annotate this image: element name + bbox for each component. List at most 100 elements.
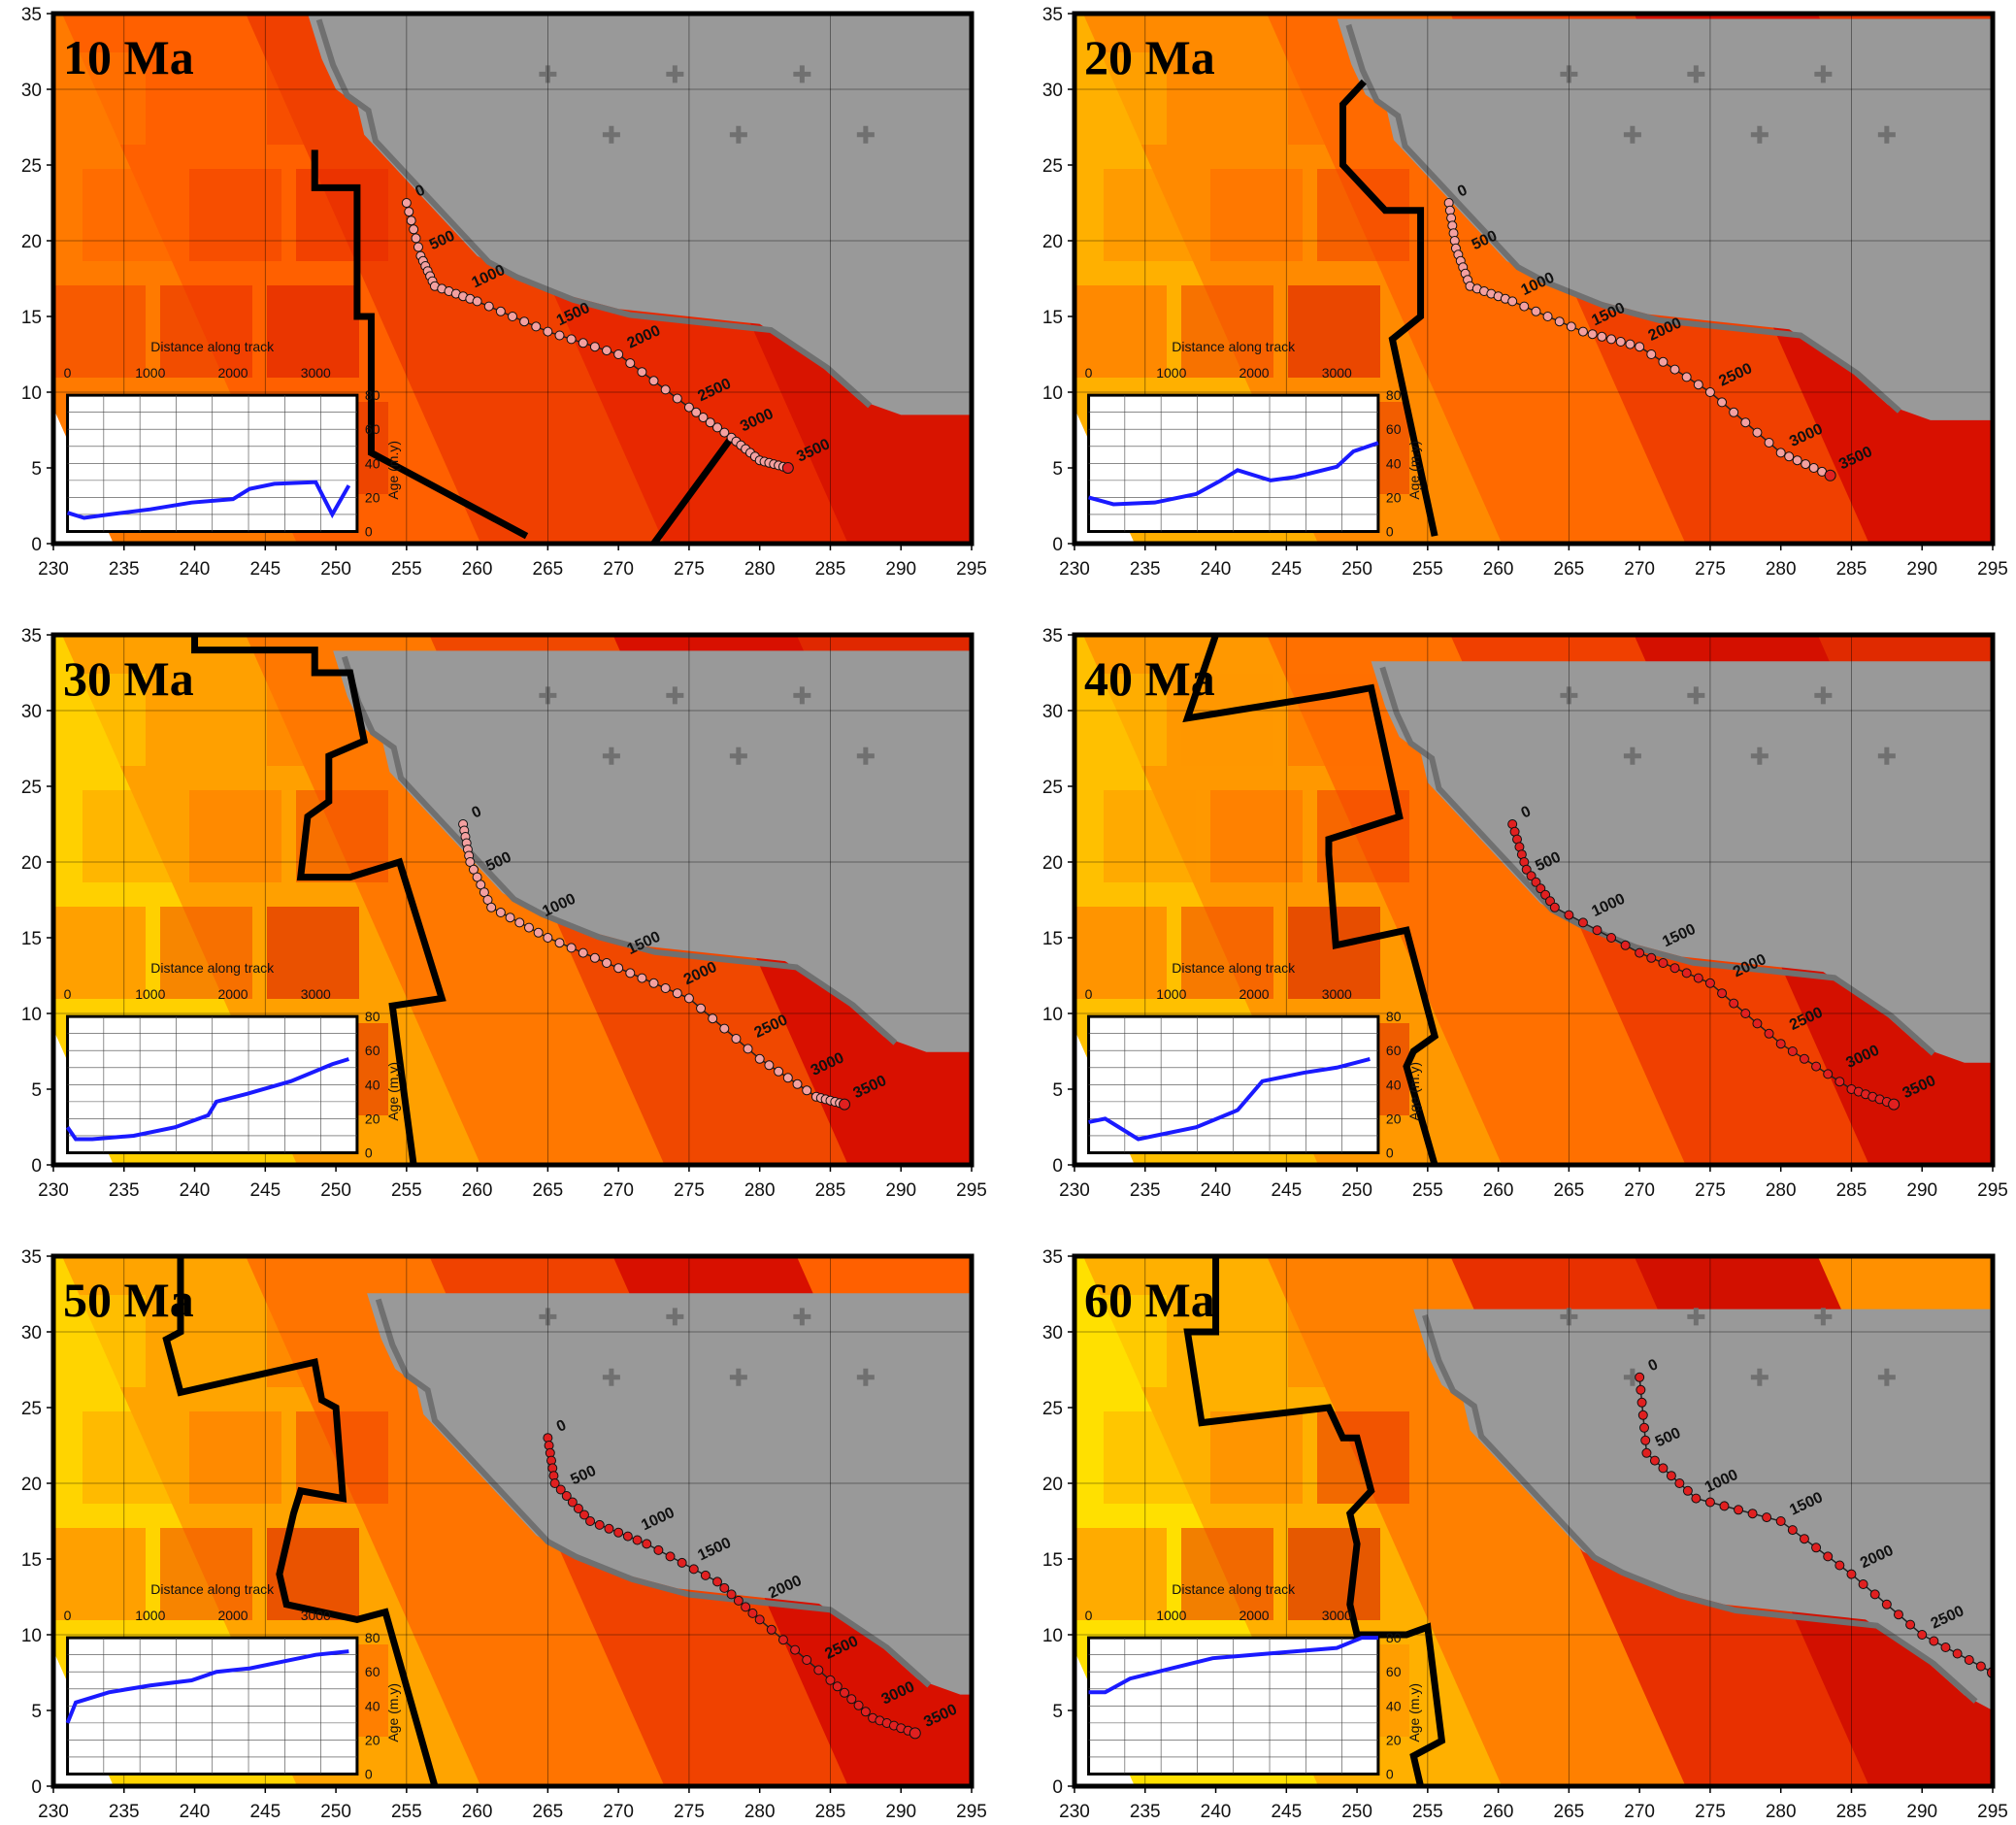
plus-marker [1623,747,1641,765]
y-tick-label: 35 [21,5,42,25]
track-point [1693,973,1703,983]
plus-marker [729,125,747,144]
x-tick-label: 260 [1483,559,1514,580]
track-point [1658,958,1669,968]
inset-x-tick-label: 0 [64,365,72,381]
inset-y-axis-label: Age (m.y) [385,1683,401,1742]
seafloor-age-band [246,14,667,544]
seafloor-age-band [1267,1256,1688,1786]
x-tick-label: 280 [1766,1180,1797,1201]
x-tick-label: 260 [462,559,493,580]
inset-y-tick-label: 0 [365,1767,373,1782]
inset-y-tick-label: 20 [1386,489,1402,505]
track-point [1917,1630,1928,1640]
inset-y-tick-label: 60 [1386,421,1402,437]
y-tick-label: 5 [31,1702,42,1722]
x-tick-label: 255 [391,559,422,580]
inset-x-tick-label: 1000 [135,986,165,1002]
track-point [733,1595,744,1606]
track-point [1846,1569,1857,1579]
track-point [602,958,612,968]
track-point [1635,947,1645,958]
y-tick-label: 30 [1042,1323,1063,1344]
y-tick-label: 30 [21,81,42,101]
track-point [747,1608,758,1618]
inset-y-tick-label: 0 [1386,1145,1394,1161]
track-point [1823,1069,1834,1079]
track-point [1606,933,1617,943]
track-point [683,993,694,1004]
x-tick-label: 260 [462,1180,493,1201]
track-point [1635,342,1645,352]
x-tick-label: 230 [1059,1180,1090,1201]
track-point [774,1066,784,1077]
y-tick-label: 20 [1042,1475,1063,1495]
track-point [505,912,515,923]
track-point [1858,1579,1868,1589]
plus-marker [729,1368,747,1386]
track-point [1693,380,1703,390]
x-tick-label: 240 [180,1180,211,1201]
x-tick-label: 295 [956,559,987,580]
seafloor-block [1288,1528,1380,1620]
coastline [1422,1313,1978,1704]
panel-age-label: 50 Ma [63,1273,194,1327]
x-tick-label: 280 [744,1802,776,1822]
track-point [1597,331,1607,342]
track-point [578,947,588,958]
track-point [1929,1636,1939,1646]
y-tick-label: 20 [1042,853,1063,874]
track-point [1787,1525,1798,1536]
track-point [1888,1098,1900,1111]
track-point [1625,339,1636,349]
seafloor-block [53,285,146,378]
y-tick-label: 25 [1042,1399,1063,1419]
x-tick-label: 245 [1271,559,1302,580]
track-point [1752,427,1763,438]
y-tick-label: 10 [1042,1005,1063,1025]
x-tick-label: 285 [815,559,846,580]
x-tick-label: 250 [320,1180,351,1201]
track-point [495,306,506,316]
x-tick-label: 255 [1412,1180,1443,1201]
seafloor-block [1074,1295,1167,1387]
track-point [660,384,671,395]
track-point [688,1564,699,1575]
inset-y-tick-label: 20 [365,489,380,505]
inset-x-tick-label: 0 [64,1608,72,1623]
age-profile-line [65,1649,349,1724]
inset-x-tick-label: 1000 [1156,986,1186,1002]
plus-marker [602,1368,620,1386]
inset-y-axis-label: Age (m.y) [1406,1062,1422,1121]
plus-marker [1877,125,1896,144]
track-point [1566,321,1576,332]
x-tick-label: 255 [391,1802,422,1822]
x-tick-label: 250 [320,559,351,580]
x-tick-label: 275 [1695,1802,1726,1822]
track-point [1964,1655,1974,1665]
track-point [578,338,588,348]
age-profile-line [1088,1057,1371,1142]
y-tick-label: 5 [1052,1080,1063,1101]
track-point [1554,316,1565,327]
x-tick-label: 250 [1341,1180,1372,1201]
age-profile-line [1088,1636,1378,1695]
seafloor-block [1074,52,1167,145]
x-tick-label: 235 [109,1802,140,1822]
track-point [1691,1493,1702,1504]
track-point [1704,387,1715,397]
seafloor-block [1181,907,1273,999]
track-point [1811,1543,1822,1553]
track-point [1747,1509,1758,1519]
track-point [860,1707,871,1717]
y-tick-label: 15 [21,929,42,949]
track-point [839,1098,851,1111]
track-point [813,1665,824,1676]
plus-marker [793,1308,811,1326]
land-mass [1337,18,1993,420]
track-point [743,1044,753,1054]
age-profile-inset: Distance along track 0 1000 2000 3000 0 20 40 60… [1085,1581,1422,1781]
x-tick-label: 285 [815,1802,846,1822]
